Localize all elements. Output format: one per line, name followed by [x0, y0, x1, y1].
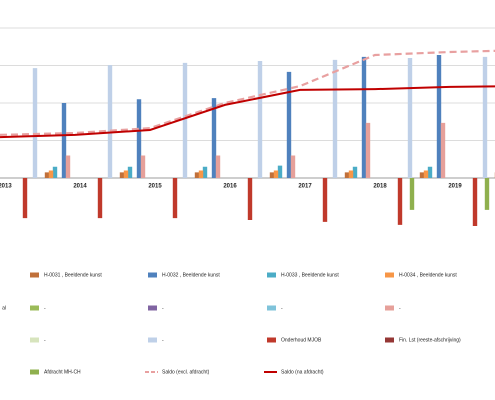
bar [97, 178, 103, 219]
x-tick-label: 2015 [148, 184, 162, 190]
bar [257, 61, 263, 178]
legend-swatch [30, 337, 39, 343]
bar [407, 58, 413, 178]
legend-label: Afdracht MH-CH [44, 369, 81, 375]
bar [211, 98, 217, 178]
legend-swatch [148, 305, 157, 311]
bar [332, 59, 338, 178]
x-tick-label: 2018 [373, 184, 387, 190]
legend-label: - [44, 337, 46, 343]
bar [107, 65, 113, 178]
bar [472, 178, 478, 226]
bar [348, 170, 354, 178]
bar [419, 172, 425, 178]
bar [119, 172, 125, 178]
bar [140, 155, 146, 178]
legend-swatch [385, 272, 394, 278]
legend-label: H-0032 , Beeldende kunst [162, 272, 220, 278]
bar [61, 103, 67, 178]
legend-label: Saldo (excl. afdracht) [162, 369, 210, 375]
x-tick-label: 2017 [298, 184, 312, 190]
legend-label: H-0034 , Beeldende kunst [399, 272, 457, 278]
legend-label: Fin. Lst (reeste-afschrijving) [399, 337, 461, 343]
bar [48, 170, 54, 178]
legend-label: H-0031 , Beeldende kunst [44, 272, 102, 278]
bar [290, 155, 296, 178]
legend-label: - [162, 305, 164, 311]
legend-swatch [148, 272, 157, 278]
legend-label: - [399, 305, 401, 311]
legend-label: Onderhoud MJOB [281, 337, 322, 343]
bar [198, 170, 204, 178]
legend-swatch [267, 272, 276, 278]
legend-label: H-0033 , Beeldende kunst [281, 272, 339, 278]
x-tick-label: 2013 [0, 184, 12, 190]
bar [423, 170, 429, 178]
bar [365, 122, 371, 178]
bar [52, 166, 58, 178]
bar [182, 62, 188, 178]
bar [202, 166, 208, 178]
bar [215, 155, 221, 178]
x-tick-label: 2016 [223, 184, 237, 190]
legend-swatch [30, 272, 39, 278]
bar [322, 178, 328, 222]
bar [277, 165, 283, 178]
bar [273, 170, 279, 178]
legend-swatch [267, 305, 276, 311]
bar [409, 178, 415, 210]
bar [397, 178, 403, 225]
legend-label: al [2, 305, 6, 311]
bar [123, 170, 129, 178]
bar [440, 122, 446, 178]
bar [344, 172, 350, 178]
bar [269, 172, 275, 178]
line-series [0, 85, 495, 139]
bar [361, 56, 367, 178]
legend-swatch [267, 337, 276, 343]
bar [172, 178, 178, 219]
bar [65, 155, 71, 178]
bar [194, 172, 200, 178]
bar [482, 56, 488, 178]
legend-label: - [44, 305, 46, 311]
bar [352, 166, 358, 178]
legend-label: Saldo (na afdracht) [281, 369, 324, 375]
bar [286, 71, 292, 178]
bar [484, 178, 490, 210]
line-series [0, 49, 495, 136]
legend-swatch [148, 337, 157, 343]
bar [427, 166, 433, 178]
legend-swatch [385, 337, 394, 343]
legend-swatch [30, 305, 39, 311]
legend-label: - [281, 305, 283, 311]
bar [22, 178, 28, 219]
legend-label: - [162, 337, 164, 343]
bar [32, 68, 38, 178]
x-tick-label: 2014 [73, 184, 87, 190]
bar [44, 172, 50, 178]
bar [127, 166, 133, 178]
legend-swatch [30, 369, 39, 375]
bar [436, 55, 442, 178]
legend-swatch [385, 305, 394, 311]
bar [247, 178, 253, 220]
x-tick-label: 2019 [448, 184, 462, 190]
bar [136, 99, 142, 178]
